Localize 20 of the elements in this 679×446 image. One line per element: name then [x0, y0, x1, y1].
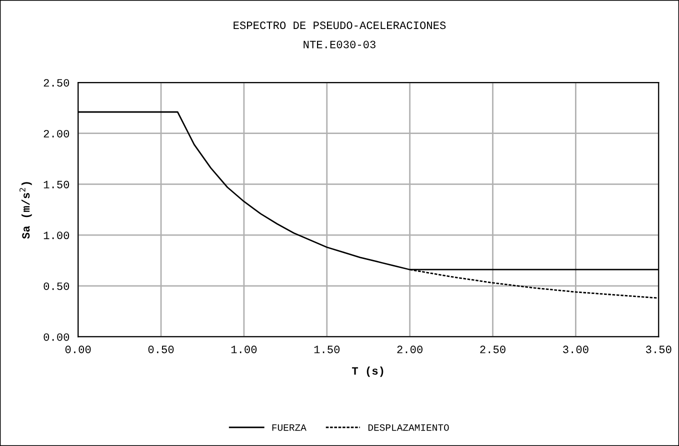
x-tick-label: 3.00 — [563, 346, 588, 354]
x-axis-title: T (s) — [352, 366, 384, 377]
x-tick-label: 1.50 — [314, 346, 340, 354]
x-tick-label: 0.50 — [148, 346, 174, 354]
y-tick-label: 1.50 — [44, 180, 70, 188]
y-tick-label: 2.50 — [44, 79, 70, 87]
y-tick-label: 0.50 — [44, 282, 70, 290]
x-tick-label: 1.00 — [231, 346, 257, 354]
x-tick-label: 2.00 — [397, 346, 422, 354]
chart-subtitle: NTE.E030-03 — [304, 40, 376, 48]
x-tick-label: 3.50 — [646, 346, 672, 354]
y-tick-label: 1.00 — [44, 232, 70, 240]
y-tick-label: 0.00 — [44, 333, 70, 341]
legend-label: FUERZA — [272, 424, 306, 431]
x-tick-label: 0.00 — [65, 346, 91, 354]
y-tick-label: 2.00 — [44, 130, 70, 138]
x-tick-label: 2.50 — [480, 346, 506, 354]
y-axis-title: Sa (m/s$^{2}$) — [20, 182, 32, 239]
legend-label: DESPLAZAMIENTO — [368, 424, 449, 431]
chart-title: ESPECTRO DE PSEUDO-ACELERACIONES — [234, 22, 446, 30]
